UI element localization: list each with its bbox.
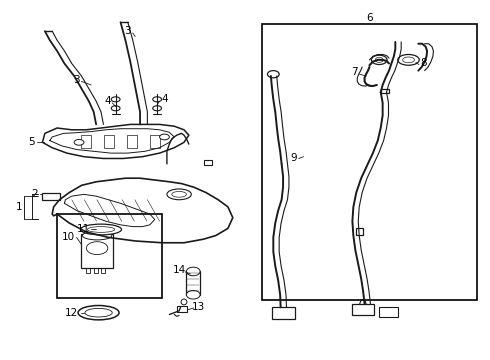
- Ellipse shape: [80, 224, 122, 235]
- Ellipse shape: [153, 106, 162, 111]
- Text: 11: 11: [76, 224, 90, 234]
- Text: 10: 10: [62, 232, 75, 242]
- Text: 3: 3: [74, 75, 80, 85]
- Text: 9: 9: [291, 153, 297, 163]
- Bar: [150, 135, 160, 148]
- Bar: [43, 193, 59, 201]
- Bar: [186, 271, 200, 295]
- Ellipse shape: [82, 231, 112, 240]
- Ellipse shape: [78, 306, 119, 320]
- Text: 12: 12: [65, 308, 78, 318]
- Text: 2: 2: [31, 189, 37, 199]
- Bar: [352, 304, 374, 315]
- Bar: [104, 135, 114, 148]
- Text: 14: 14: [172, 265, 186, 275]
- Text: 5: 5: [28, 138, 35, 147]
- Text: 8: 8: [420, 58, 426, 68]
- Text: 6: 6: [366, 13, 373, 23]
- Ellipse shape: [160, 134, 170, 140]
- Bar: [262, 24, 477, 300]
- Bar: [272, 307, 295, 319]
- Bar: [57, 214, 162, 298]
- Text: 4: 4: [104, 96, 111, 106]
- Bar: [81, 234, 113, 268]
- Ellipse shape: [153, 97, 162, 102]
- Text: 4: 4: [161, 94, 168, 104]
- Ellipse shape: [111, 97, 120, 102]
- Bar: [127, 135, 137, 148]
- Bar: [203, 160, 212, 165]
- Ellipse shape: [74, 139, 84, 145]
- Ellipse shape: [268, 71, 279, 78]
- Ellipse shape: [186, 291, 200, 299]
- Text: 13: 13: [192, 302, 205, 312]
- Bar: [379, 307, 398, 317]
- Ellipse shape: [371, 55, 387, 64]
- Ellipse shape: [111, 106, 120, 111]
- Bar: [177, 306, 187, 312]
- Ellipse shape: [398, 54, 419, 65]
- Bar: [81, 135, 91, 148]
- Bar: [381, 89, 389, 93]
- Ellipse shape: [181, 299, 187, 305]
- Text: 7: 7: [351, 67, 358, 77]
- Ellipse shape: [186, 267, 200, 276]
- Text: 1: 1: [16, 202, 23, 212]
- Bar: [356, 228, 363, 235]
- Text: 3: 3: [124, 26, 131, 36]
